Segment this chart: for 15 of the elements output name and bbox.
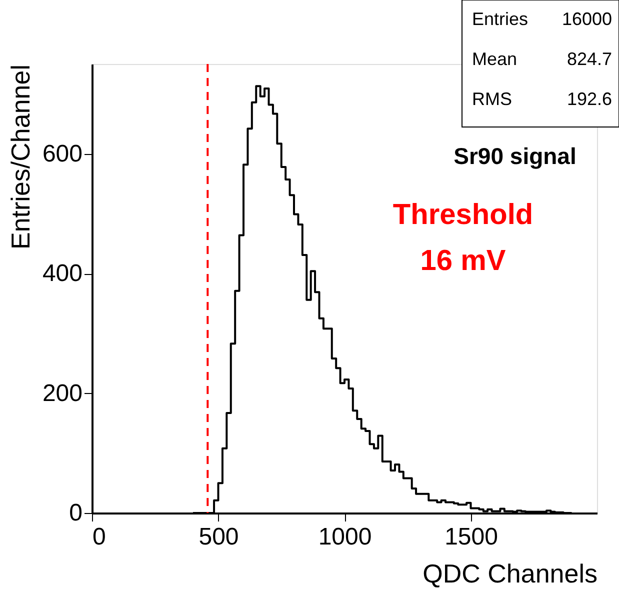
annotation: Sr90 signal bbox=[454, 143, 576, 169]
y-tick-label: 600 bbox=[42, 140, 82, 168]
y-axis-title: Entries/Channel bbox=[5, 64, 36, 250]
y-tick-label: 400 bbox=[42, 260, 82, 288]
text: RMS 192.6 bbox=[472, 89, 612, 109]
x-tick-label: 0 bbox=[92, 524, 106, 550]
x-tick-label: 1000 bbox=[318, 524, 372, 550]
text: Entries 16000 bbox=[472, 9, 612, 29]
x-tick-label: 1500 bbox=[444, 524, 498, 550]
x-tick-label: 500 bbox=[198, 524, 239, 550]
text: Mean 824.7 bbox=[472, 49, 612, 69]
x-axis-title: QDC Channels bbox=[422, 558, 598, 588]
y-tick-label: 0 bbox=[69, 500, 82, 526]
y-tick-label: 200 bbox=[42, 380, 82, 407]
annotation: Threshold 16 mV bbox=[392, 199, 534, 277]
